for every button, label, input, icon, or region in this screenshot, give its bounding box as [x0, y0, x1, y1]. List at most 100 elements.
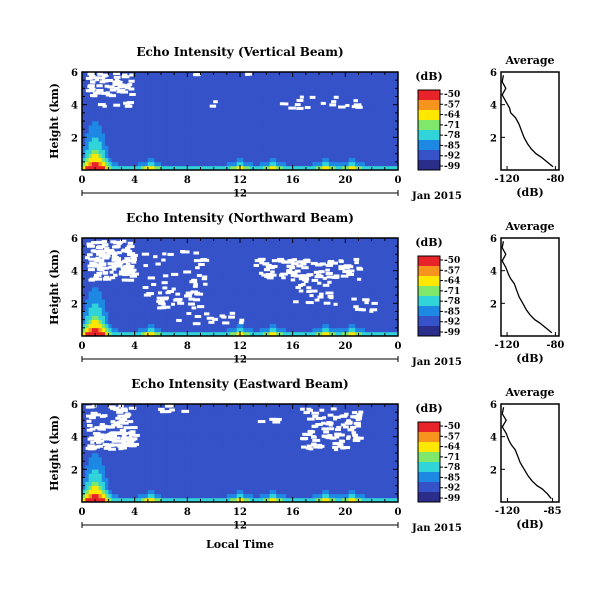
heatmap-cell: [374, 125, 379, 130]
profile-x-tick-label: -80: [546, 174, 564, 185]
heatmap-cell: [315, 266, 320, 271]
heatmap-cell: [114, 161, 119, 167]
heatmap-cell: [256, 303, 261, 308]
heatmap-cell: [98, 278, 103, 284]
heatmap-cell: [358, 76, 363, 81]
heatmap-cell: [170, 299, 175, 304]
heatmap-cell: [335, 100, 340, 105]
heatmap-cell: [368, 129, 372, 134]
heatmap-cell: [312, 319, 317, 325]
heatmap-cell: [345, 323, 349, 329]
heatmap-cell: [144, 108, 149, 114]
heatmap-cell: [230, 307, 234, 312]
heatmap-cell: [249, 270, 254, 276]
heatmap-cell: [374, 145, 379, 150]
heatmap-cell: [282, 145, 287, 150]
heatmap-cell: [332, 331, 336, 337]
heatmap-cell: [200, 96, 205, 101]
heatmap-cell: [177, 274, 182, 280]
missing-data-cell: [129, 274, 137, 278]
heatmap-cell: [348, 88, 353, 93]
heatmap-cell: [131, 129, 135, 134]
heatmap-cell: [223, 125, 228, 130]
heatmap-cell: [299, 96, 303, 101]
heatmap-cell: [292, 72, 297, 77]
heatmap-cell: [85, 327, 89, 333]
heatmap-cell: [108, 266, 112, 271]
heatmap-cell: [167, 108, 172, 114]
heatmap-cell: [286, 125, 290, 130]
heatmap-cell: [137, 153, 142, 159]
heatmap-cell: [203, 266, 208, 271]
heatmap-cell: [121, 141, 126, 146]
heatmap-cell: [342, 121, 346, 126]
heatmap-cell: [292, 291, 297, 296]
heatmap-cell: [282, 242, 287, 247]
heatmap-cell: [368, 125, 372, 130]
heatmap-cell: [272, 133, 277, 138]
heatmap-cell: [263, 165, 267, 171]
heatmap-cell: [325, 250, 330, 255]
heatmap-cell: [230, 270, 234, 276]
heatmap-cell: [351, 76, 356, 81]
heatmap-cell: [253, 311, 257, 316]
heatmap-cell: [328, 242, 333, 247]
heatmap-cell: [351, 242, 356, 247]
heatmap-cell: [134, 96, 139, 101]
heatmap-cell: [134, 72, 139, 77]
heatmap-cell: [226, 121, 231, 126]
heatmap-cell: [371, 238, 376, 243]
heatmap-cell: [276, 133, 280, 138]
heatmap-cell: [319, 278, 323, 284]
colorbar-unit: (dB): [415, 70, 442, 83]
heatmap-cell: [144, 157, 149, 163]
heatmap-cell: [85, 92, 89, 97]
heatmap-cell: [213, 141, 218, 146]
heatmap-cell: [240, 270, 244, 276]
heatmap-cell: [243, 282, 247, 288]
heatmap-cell: [144, 254, 149, 259]
missing-data-cell: [117, 85, 125, 89]
heatmap-cell: [180, 121, 185, 126]
heatmap-cell: [236, 266, 241, 271]
heatmap-cell: [108, 157, 112, 163]
heatmap-cell: [240, 254, 244, 259]
heatmap-cell: [246, 76, 251, 81]
heatmap-cell: [203, 303, 208, 308]
heatmap-cell: [170, 133, 175, 138]
heatmap-cell: [154, 331, 159, 337]
heatmap-cell: [328, 323, 333, 329]
heatmap-cell: [342, 125, 346, 130]
heatmap-cell: [233, 96, 238, 101]
heatmap-cell: [381, 331, 386, 337]
missing-data-cell: [120, 249, 129, 253]
heatmap-cell: [381, 238, 386, 243]
heatmap-cell: [266, 295, 270, 300]
heatmap-cell: [272, 282, 277, 288]
heatmap-cell: [108, 299, 112, 304]
heatmap-cell: [141, 100, 145, 105]
heatmap-cell: [151, 311, 155, 316]
heatmap-cell: [200, 311, 205, 316]
heatmap-cell: [137, 258, 142, 263]
heatmap-cell: [164, 153, 168, 159]
heatmap-cell: [240, 250, 244, 255]
heatmap-cell: [137, 250, 142, 255]
heatmap-cell: [253, 88, 257, 93]
heatmap-cell: [338, 307, 343, 312]
heatmap-cell: [121, 307, 126, 312]
heatmap-cell: [312, 250, 317, 255]
heatmap-cell: [114, 84, 119, 89]
heatmap-cell: [207, 88, 211, 93]
heatmap-cell: [147, 121, 152, 126]
heatmap-cell: [200, 307, 205, 312]
heatmap-cell: [121, 108, 126, 114]
heatmap-cell: [253, 246, 257, 251]
heatmap-cell: [151, 270, 155, 276]
heatmap-cell: [167, 141, 172, 146]
heatmap-cell: [240, 258, 244, 263]
heatmap-cell: [223, 323, 228, 329]
heatmap-cell: [223, 100, 228, 105]
heatmap-cell: [141, 116, 145, 122]
missing-data-cell: [353, 103, 362, 107]
